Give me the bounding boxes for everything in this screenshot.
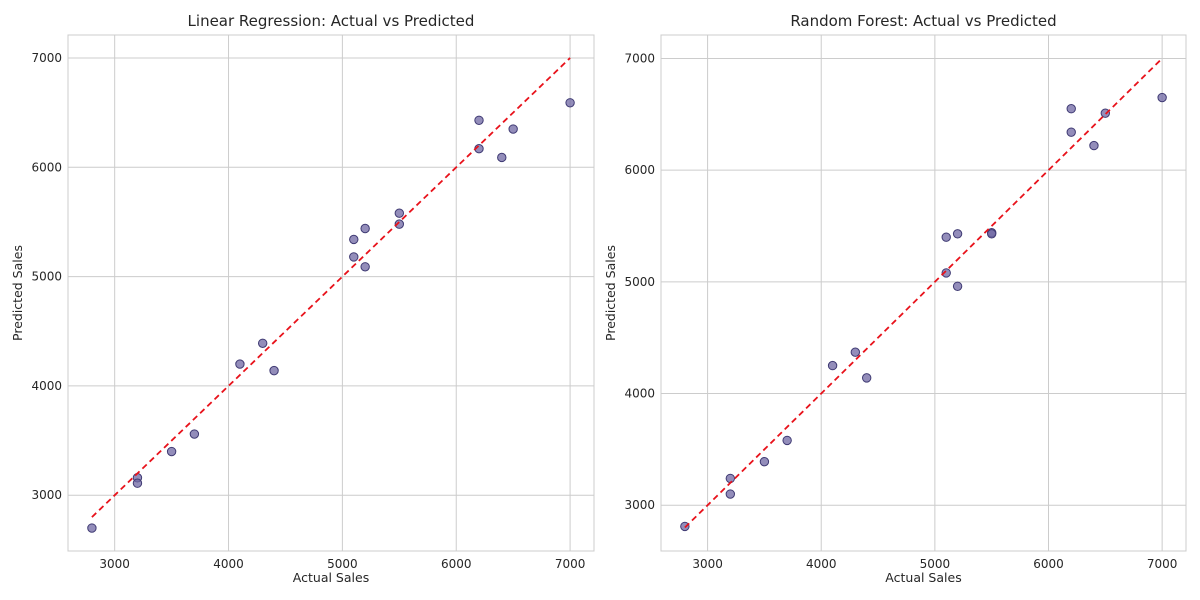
data-point (1157, 92, 1167, 103)
x-tick-label: 5000 (920, 557, 951, 571)
data-point (394, 208, 405, 218)
data-point (189, 429, 200, 439)
x-tick-label: 4000 (806, 557, 837, 571)
x-tick-label: 5000 (327, 557, 358, 571)
chart-title: Linear Regression: Actual vs Predicted (188, 12, 475, 30)
data-point (1066, 127, 1076, 137)
y-axis-label: Predicted Sales (603, 245, 618, 341)
y-tick-label: 3000 (31, 488, 62, 502)
y-tick-label: 7000 (31, 51, 62, 65)
data-point (349, 234, 359, 245)
data-point (497, 152, 507, 163)
x-tick-label: 7000 (1147, 557, 1178, 571)
x-tick-label: 3000 (99, 557, 130, 571)
data-point (827, 360, 838, 371)
data-point (166, 446, 177, 457)
x-tick-label: 7000 (555, 557, 586, 571)
x-tick-label: 4000 (213, 557, 244, 571)
y-tick-label: 5000 (624, 275, 655, 289)
y-tick-label: 4000 (624, 387, 655, 401)
data-point (952, 229, 963, 239)
y-tick-label: 7000 (624, 51, 655, 65)
data-point (235, 359, 245, 369)
data-point (759, 456, 770, 467)
plot-frame (660, 34, 1187, 552)
y-tick-label: 4000 (31, 379, 62, 393)
data-point (850, 347, 861, 357)
data-point (1089, 140, 1099, 151)
data-point (941, 268, 951, 278)
data-point (725, 489, 736, 499)
data-point (1066, 104, 1076, 114)
y-tick-label: 6000 (31, 160, 62, 174)
x-tick-label: 3000 (692, 557, 723, 571)
perfect-prediction-line (684, 57, 1163, 529)
data-point (132, 478, 143, 488)
x-axis-label: Actual Sales (885, 570, 961, 585)
y-tick-label: 3000 (624, 498, 655, 512)
data-point (952, 281, 963, 291)
data-point (565, 98, 575, 108)
data-point (725, 473, 736, 484)
data-point (360, 262, 370, 272)
x-tick-label: 6000 (441, 557, 472, 571)
data-point (861, 373, 872, 383)
data-point (349, 252, 359, 262)
data-point (986, 229, 997, 239)
y-tick-label: 6000 (624, 163, 655, 177)
x-tick-label: 6000 (1033, 557, 1064, 571)
data-point (257, 338, 268, 348)
y-axis-label: Predicted Sales (10, 245, 25, 341)
data-point (87, 523, 97, 533)
x-axis-label: Actual Sales (293, 570, 369, 585)
data-point (360, 223, 370, 234)
data-point (782, 435, 792, 446)
plot-frame (67, 34, 595, 552)
data-point (941, 232, 951, 242)
data-point (508, 124, 518, 134)
data-point (394, 219, 405, 229)
random-forest-plot: 3000 4000 5000 6000 7000 3000 4000 5000 6000 7000… (603, 12, 1187, 585)
data-point (269, 365, 279, 376)
y-tick-label: 5000 (31, 270, 62, 284)
linear-regression-plot: 3000 4000 5000 6000 7000 3000 4000 5000 6000 7000… (10, 12, 595, 585)
chart-title: Random Forest: Actual vs Predicted (790, 12, 1056, 30)
perfect-prediction-line (91, 57, 571, 518)
data-point (474, 115, 484, 125)
